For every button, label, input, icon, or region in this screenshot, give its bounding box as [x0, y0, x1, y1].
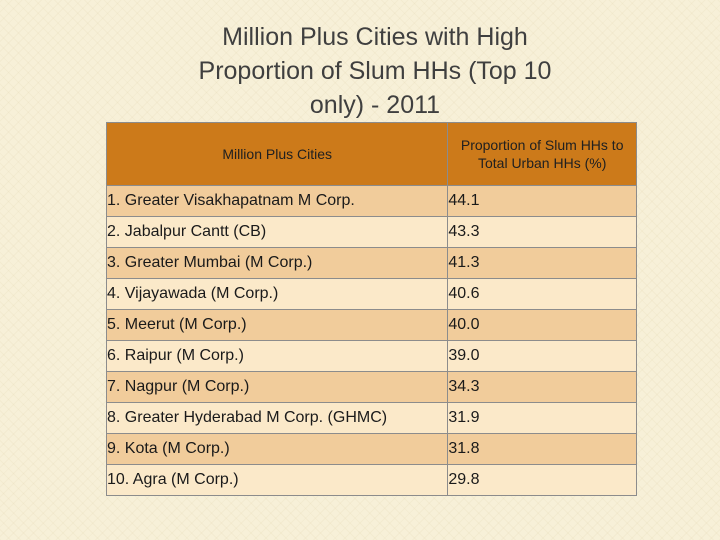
table-row: 4. Vijayawada (M Corp.) 40.6 [105, 278, 637, 310]
slide-title: Million Plus Cities with High Proportion… [120, 20, 630, 122]
city-cell: 6. Raipur (M Corp.) [105, 340, 449, 372]
table-row: 2. Jabalpur Cantt (CB) 43.3 [105, 216, 637, 248]
proportion-cell: 34.3 [447, 371, 637, 403]
table-row: 9. Kota (M Corp.) 31.8 [105, 433, 637, 465]
city-cell: 8. Greater Hyderabad M Corp. (GHMC) [105, 402, 449, 434]
title-line-3: only) - 2011 [309, 91, 441, 119]
proportion-cell: 43.3 [447, 216, 637, 248]
table-row: 1. Greater Visakhapatnam M Corp. 44.1 [105, 185, 637, 217]
city-cell: 5. Meerut (M Corp.) [105, 309, 449, 341]
table-row: 6. Raipur (M Corp.) 39.0 [105, 340, 637, 372]
city-cell: 10. Agra (M Corp.) [105, 464, 449, 496]
city-cell: 1. Greater Visakhapatnam M Corp. [105, 185, 449, 217]
header-city: Million Plus Cities [105, 122, 449, 186]
slum-proportion-table: Million Plus Cities Proportion of Slum H… [105, 122, 637, 496]
header-proportion-line-1: Proportion of Slum HHs to [460, 137, 624, 153]
table-row: 7. Nagpur (M Corp.) 34.3 [105, 371, 637, 403]
table-row: 8. Greater Hyderabad M Corp. (GHMC) 31.9 [105, 402, 637, 434]
title-line-1: Million Plus Cities with High [222, 23, 528, 51]
city-cell: 3. Greater Mumbai (M Corp.) [105, 247, 449, 279]
proportion-cell: 29.8 [447, 464, 637, 496]
city-cell: 4. Vijayawada (M Corp.) [105, 278, 449, 310]
table-row: 10. Agra (M Corp.) 29.8 [105, 464, 637, 496]
title-line-2: Proportion of Slum HHs (Top 10 [198, 57, 552, 85]
proportion-cell: 31.8 [447, 433, 637, 465]
table-header-row: Million Plus Cities Proportion of Slum H… [105, 122, 637, 186]
proportion-cell: 39.0 [447, 340, 637, 372]
proportion-cell: 44.1 [447, 185, 637, 217]
table-row: 3. Greater Mumbai (M Corp.) 41.3 [105, 247, 637, 279]
proportion-cell: 41.3 [447, 247, 637, 279]
header-proportion-line-2: Total Urban HHs (%) [477, 155, 607, 171]
proportion-cell: 40.0 [447, 309, 637, 341]
city-cell: 7. Nagpur (M Corp.) [105, 371, 449, 403]
table-row: 5. Meerut (M Corp.) 40.0 [105, 309, 637, 341]
proportion-cell: 31.9 [447, 402, 637, 434]
proportion-cell: 40.6 [447, 278, 637, 310]
city-cell: 2. Jabalpur Cantt (CB) [105, 216, 449, 248]
header-proportion: Proportion of Slum HHs to Total Urban HH… [447, 122, 637, 186]
city-cell: 9. Kota (M Corp.) [105, 433, 449, 465]
